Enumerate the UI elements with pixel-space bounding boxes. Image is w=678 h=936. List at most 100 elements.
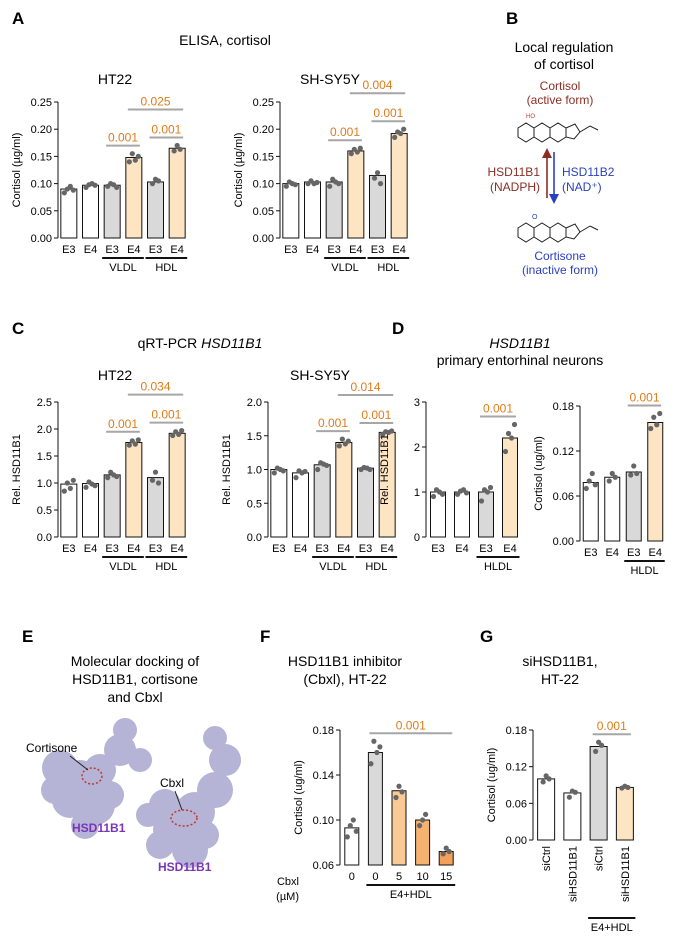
chart-a1-data-point [135, 153, 141, 159]
panel-e-title-line3: and Cbxl [107, 689, 162, 705]
chart-g-category-label: siCtrl [594, 846, 606, 871]
panel-letter-a: A [12, 9, 24, 28]
chart-a2-bar [304, 181, 321, 239]
chart-a1-bar [168, 147, 186, 239]
chart-c2-data-point [324, 462, 330, 469]
chart-a2-data-point [336, 181, 342, 187]
chart-d2-ytick-label: 0.00 [553, 536, 574, 548]
chart-d1-data-point [505, 430, 512, 437]
chart-a2-category-label: E3 [371, 244, 384, 256]
chart-c2-data-point [293, 475, 299, 481]
chart-c2-ylabel: Rel. HSD11B1 [221, 434, 233, 505]
chart-d2-bar [647, 422, 664, 542]
panel-b-title-line1: Local regulation [515, 39, 614, 55]
chart-c2-category-label: E3 [359, 543, 372, 555]
chart-a1-ytick-label: 0.25 [31, 97, 52, 109]
chart-g-category-label: siHSD11B1 [567, 846, 579, 902]
chart-c1-pvalue-label: 0.034 [140, 380, 170, 394]
chart-f-data-point [353, 828, 359, 834]
chart-a1-ytick-label: 0.00 [31, 233, 52, 245]
cbxl-binding-site [170, 809, 198, 827]
chart-d1-bar [454, 491, 470, 538]
chart-d2-data-point [612, 474, 618, 480]
chart-f-data-point [371, 738, 377, 744]
chart-c2-pvalue-label: 0.001 [361, 408, 391, 422]
chart-g-bar [537, 778, 556, 841]
chart-c2-ytick-label: 1.0 [247, 465, 262, 477]
chart-a1-ytick-label: 0.05 [31, 206, 52, 218]
chart-a1-data-point [155, 178, 162, 184]
chart-f-data-point [344, 834, 350, 840]
chart-a1-group-label: HDL [155, 262, 177, 274]
chart-f-category-label: 0 [372, 871, 378, 883]
protein-label-right: HSD11B1 [158, 860, 212, 874]
enzyme2-label: HSD11B2 [562, 165, 615, 179]
chart-d2-bar [604, 476, 621, 542]
chart-d1-data-point [463, 490, 470, 496]
chart-c1-bar [125, 442, 143, 538]
chart-a2-data-point [392, 134, 398, 140]
panel-g-title-line2: HT-22 [541, 671, 579, 687]
chart-c1-group-label: HDL [155, 561, 177, 573]
chart-d2-bar [625, 471, 642, 542]
chart-d2-data-point [606, 478, 612, 484]
enzyme1-label: HSD11B1 [488, 165, 541, 179]
chart-d1-category-label: E4 [455, 543, 468, 555]
chart-c1-data-point [126, 442, 132, 448]
chart-c1-ytick-label: 0.0 [37, 532, 52, 544]
chart-d2-pvalue-label: 0.001 [629, 391, 659, 405]
chart-a2-group-label: HDL [377, 262, 399, 274]
chart-g-data-point [540, 779, 546, 785]
chart-d1-ytick-label: 1 [414, 487, 420, 499]
chart-a2-data-point [348, 151, 354, 157]
chart-g-bar [563, 792, 582, 841]
chart-c2-category-label: E3 [315, 543, 328, 555]
chart-c2-data-point [339, 436, 345, 442]
chart-a2-ytick-label: 0.05 [253, 206, 274, 218]
chart-c1-title: HT22 [98, 367, 132, 383]
chart-c1-group-label: VLDL [109, 561, 137, 573]
chart-c1-data-point [170, 432, 176, 439]
chart-c2-group-label: VLDL [319, 561, 347, 573]
chart-d1-pvalue-label: 0.001 [483, 402, 513, 416]
chart-a1-category-label: E3 [105, 244, 118, 256]
chart-g-group-label: E4+HDL [591, 922, 633, 934]
chart-c1-data-point [67, 485, 73, 491]
chart-a1-ytick-label: 0.15 [31, 151, 52, 163]
chart-d2-data-point [648, 425, 654, 432]
chart-d1-data-point [430, 493, 437, 500]
chart-c1-data-point [176, 431, 182, 437]
panel-e-title-line2: HSD11B1, cortisone [72, 671, 198, 687]
chart-f-ytick-label: 0.06 [313, 860, 334, 872]
chart-c2-ytick-label: 0.5 [247, 498, 262, 510]
chart-f-ylabel: Cortisol (ug/ml) [293, 760, 305, 835]
chart-a1-data-point [174, 142, 180, 149]
panel-letter-d: D [392, 319, 404, 338]
chart-f-data-point [374, 749, 380, 756]
chart-c1-data-point [149, 477, 156, 483]
chart-d1-data-point [502, 448, 509, 455]
panel-letter-f: F [260, 627, 270, 646]
chart-a2-bar [369, 174, 386, 239]
chart-a1-data-point [132, 157, 138, 163]
chart-d2-group-label: HLDL [630, 565, 658, 577]
chart-g-data-point [593, 748, 599, 754]
chart-g-ytick-label: 0.18 [506, 725, 527, 737]
chart-f-data-point [368, 761, 374, 767]
chart-a1-bar [103, 184, 121, 239]
chart-a1-data-point [92, 182, 98, 188]
chart-d1-data-point [508, 435, 515, 441]
chart-a2-category-label: E3 [327, 244, 340, 256]
chart-f-category-label: 15 [440, 871, 452, 883]
protein-surface-right [136, 726, 241, 868]
chart-c2-data-point [345, 438, 351, 444]
cortisone-pointer [69, 755, 89, 771]
chart-f-data-point [396, 783, 402, 789]
chart-c2-pvalue-label: 0.001 [318, 416, 348, 430]
chart-c1-ytick-label: 1.0 [37, 478, 52, 490]
chart-a2-data-point [357, 145, 363, 151]
cortisol-name: Cortisol [540, 79, 581, 93]
chart-c1-data-point [179, 428, 185, 434]
chart-c2-data-point [367, 466, 373, 473]
